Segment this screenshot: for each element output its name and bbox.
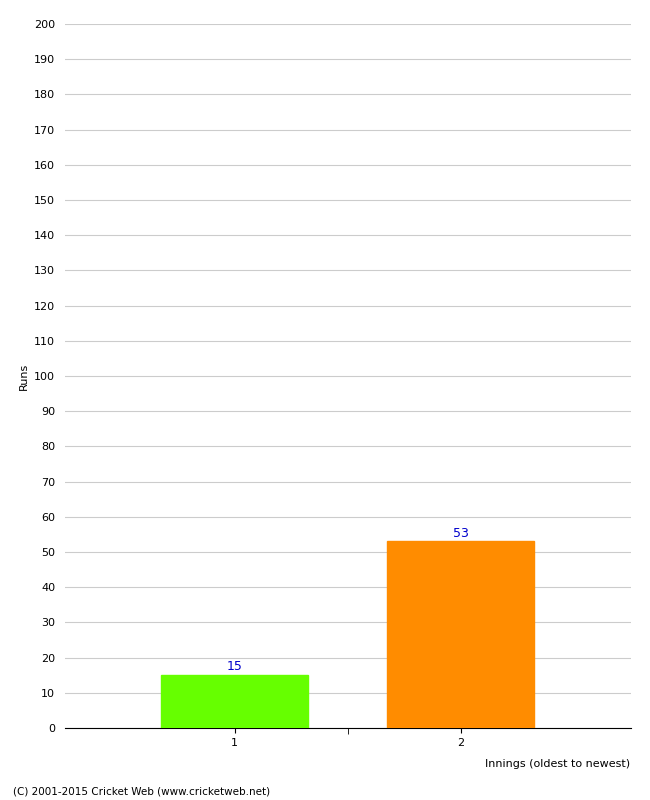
Bar <box>161 675 308 728</box>
Y-axis label: Runs: Runs <box>19 362 29 390</box>
Text: 15: 15 <box>227 661 242 674</box>
Text: Innings (oldest to newest): Innings (oldest to newest) <box>486 758 630 769</box>
Text: (C) 2001-2015 Cricket Web (www.cricketweb.net): (C) 2001-2015 Cricket Web (www.cricketwe… <box>13 786 270 796</box>
Bar <box>387 542 534 728</box>
Text: 53: 53 <box>453 526 469 540</box>
